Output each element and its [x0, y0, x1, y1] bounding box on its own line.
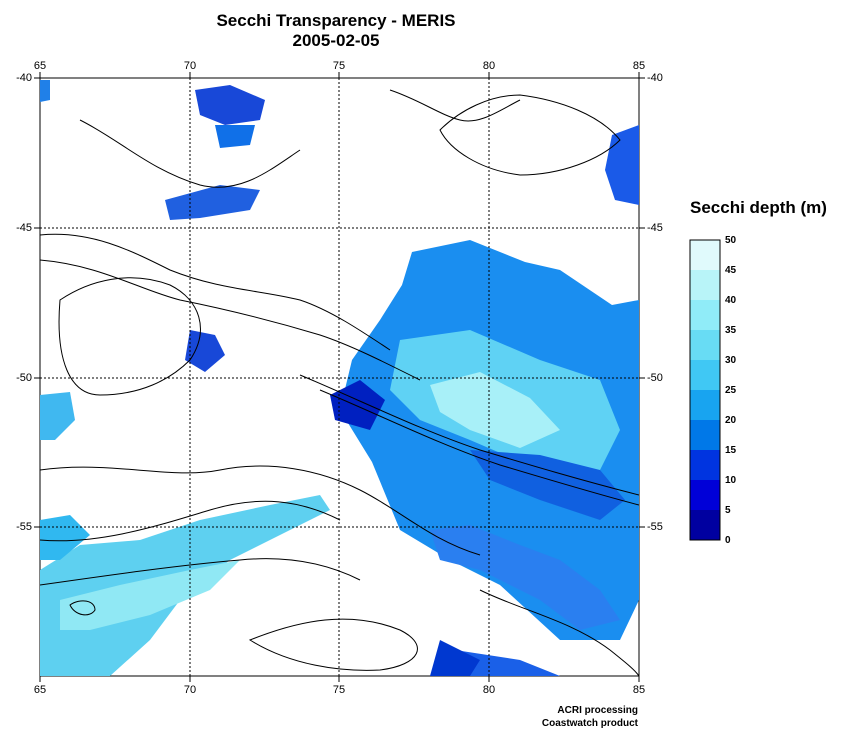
- colorbar-segment: [690, 270, 720, 300]
- secchi-region: [605, 125, 639, 205]
- colorbar-tick-label: 15: [725, 445, 737, 456]
- secchi-region: [430, 525, 620, 630]
- colorbar-segment: [690, 240, 720, 270]
- lat-tick-label: -45: [16, 222, 32, 234]
- colorbar-segment: [690, 300, 720, 330]
- secchi-region: [185, 330, 225, 372]
- lat-tick-label: -50: [16, 372, 32, 384]
- lat-tick-label: -55: [16, 521, 32, 533]
- contour-line: [40, 233, 391, 351]
- secchi-region: [215, 125, 255, 148]
- lon-tick-label: 65: [33, 684, 47, 696]
- contour-line: [319, 389, 639, 506]
- colorbar-title: Secchi depth (m): [690, 198, 827, 217]
- colorbar-tick-label: 45: [725, 265, 737, 276]
- credit-product: Coastwatch product: [541, 718, 638, 729]
- colorbar-tick-label: 5: [725, 505, 731, 516]
- contour-line: [40, 465, 481, 556]
- secchi-data-layer: [40, 80, 639, 676]
- lat-tick-label: -50: [647, 372, 663, 384]
- colorbar-tick-label: 20: [725, 415, 737, 426]
- secchi-region: [195, 85, 265, 125]
- colorbar-frame: [689, 239, 721, 541]
- contour-line: [79, 119, 301, 188]
- contour-line: [389, 89, 521, 122]
- colorbar-tick-label: 40: [725, 295, 737, 306]
- map-title: Secchi Transparency - MERIS: [216, 11, 456, 30]
- contour-line: [299, 374, 639, 496]
- colorbar-segment: [690, 510, 720, 540]
- lat-tick-label: -45: [647, 222, 663, 234]
- lat-tick-label: -55: [647, 521, 663, 533]
- lat-tick-label: -40: [647, 72, 663, 84]
- colorbar: [689, 239, 721, 541]
- lon-tick-label: 65: [33, 60, 47, 72]
- colorbar-tick-label: 0: [725, 535, 731, 546]
- colorbar-segment: [690, 420, 720, 450]
- bathymetry-contours: [40, 89, 639, 676]
- contour-line: [69, 600, 96, 616]
- contour-line: [58, 277, 201, 396]
- colorbar-tick-label: 30: [725, 355, 737, 366]
- secchi-region: [40, 392, 75, 440]
- lon-tick-label: 70: [183, 684, 197, 696]
- secchi-region: [165, 185, 260, 220]
- contour-line: [40, 259, 421, 381]
- colorbar-tick-label: 10: [725, 475, 737, 486]
- colorbar-segment: [690, 330, 720, 360]
- secchi-region: [330, 380, 385, 430]
- contour-line: [479, 589, 639, 676]
- lon-tick-label: 85: [632, 684, 646, 696]
- lon-tick-label: 75: [332, 60, 346, 72]
- lon-tick-label: 80: [482, 60, 496, 72]
- colorbar-tick-label: 25: [725, 385, 737, 396]
- lon-tick-label: 80: [482, 684, 496, 696]
- secchi-region: [60, 560, 240, 630]
- secchi-region: [40, 515, 90, 560]
- colorbar-tick-label: 35: [725, 325, 737, 336]
- contour-line: [40, 558, 361, 586]
- contour-line: [40, 500, 341, 542]
- secchi-region: [40, 80, 50, 102]
- secchi-region: [430, 640, 480, 676]
- map-date: 2005-02-05: [292, 31, 380, 50]
- colorbar-tick-label: 50: [725, 235, 737, 246]
- colorbar-segment: [690, 480, 720, 510]
- secchi-region: [430, 372, 560, 448]
- contour-line: [439, 94, 621, 176]
- credit-processing: ACRI processing: [557, 705, 638, 716]
- colorbar-segment: [690, 390, 720, 420]
- colorbar-segment: [690, 360, 720, 390]
- lon-tick-label: 75: [332, 684, 346, 696]
- contour-line: [248, 618, 418, 671]
- colorbar-segment: [690, 450, 720, 480]
- tick-marks: [34, 72, 645, 682]
- lat-tick-label: -40: [16, 72, 32, 84]
- lon-tick-label: 70: [183, 60, 197, 72]
- lon-tick-label: 85: [632, 60, 646, 72]
